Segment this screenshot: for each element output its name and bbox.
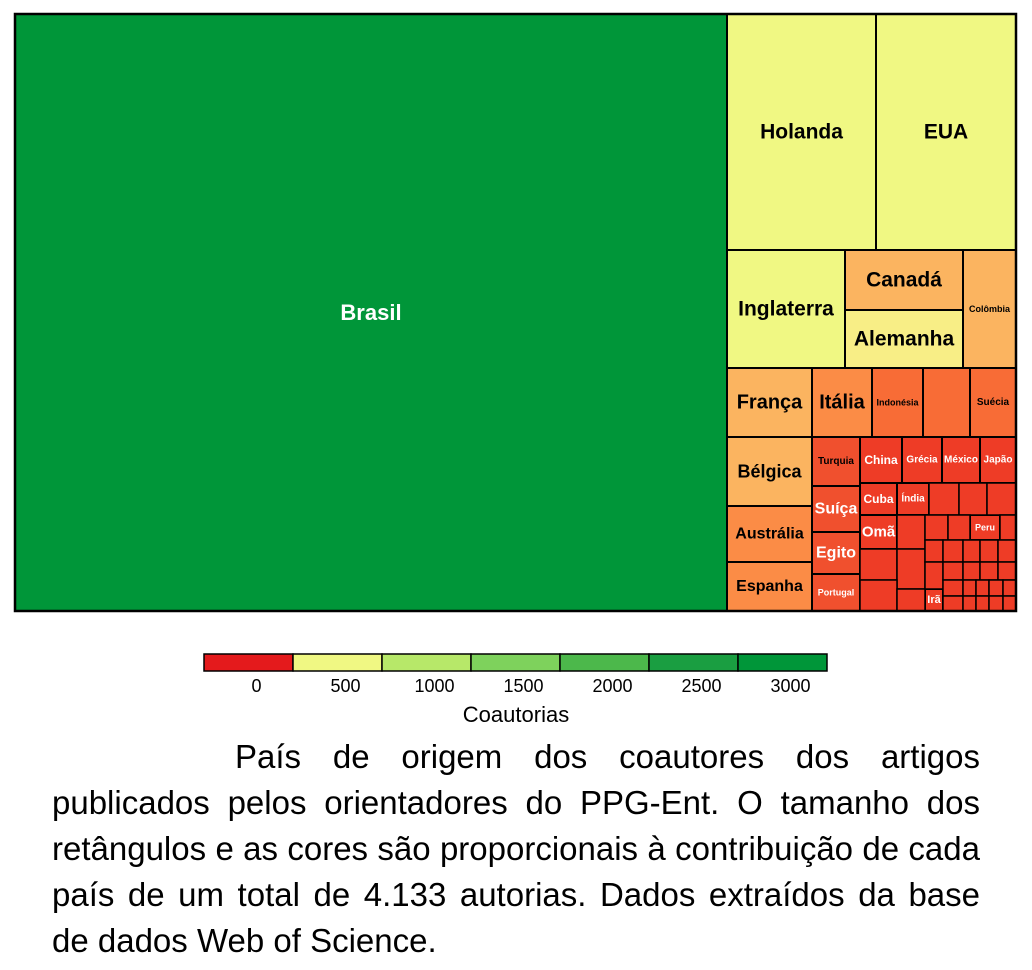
- treemap-cell-small-21: [942, 579, 964, 597]
- treemap-cell-unlabeled-10: [922, 367, 971, 438]
- treemap-cell-small-0: [928, 482, 960, 516]
- treemap-cell-small-12: [979, 539, 999, 563]
- treemap-cell-small-6: [999, 514, 1017, 541]
- treemap-label-portugal: Portugal: [818, 588, 855, 598]
- treemap-cell-small-4: [924, 514, 949, 541]
- treemap-cell-small-14: [859, 579, 898, 612]
- treemap-cell-small-22: [962, 579, 977, 597]
- treemap-cell-egito: [811, 531, 861, 575]
- legend-swatch-4: [559, 653, 650, 672]
- treemap-cell-small-18: [962, 561, 981, 581]
- treemap-cell-china: [859, 436, 903, 484]
- treemap-cell-grécia: [901, 436, 943, 484]
- treemap-label-índia: Índia: [901, 492, 925, 505]
- treemap-cell-small-9: [924, 539, 944, 563]
- treemap-cell-small-26: [942, 595, 964, 612]
- treemap: Brasil Holanda EUA Inglaterra Canadá Alemanha…: [13, 12, 1018, 613]
- treemap-label-cuba: Cuba: [864, 492, 894, 506]
- treemap-label-suécia: Suécia: [977, 397, 1010, 408]
- legend-swatch-6: [737, 653, 828, 672]
- treemap-cell-small-11: [962, 539, 981, 563]
- treemap-cell-frança: [726, 367, 813, 438]
- treemap-cell-espanha: [726, 561, 813, 612]
- legend-tick-0: 0: [251, 676, 261, 696]
- treemap-cell-small-27: [962, 595, 977, 612]
- treemap-cell-small-3: [896, 514, 926, 550]
- legend-swatch-5: [648, 653, 739, 672]
- treemap-label-austrália: Austrália: [735, 526, 804, 543]
- treemap-cell-small-16: [924, 561, 944, 590]
- legend-title: Coautorias: [462, 702, 570, 727]
- caption-text: País de origem dos coautores dos artigos…: [52, 738, 980, 959]
- treemap-label-turquia: Turquia: [818, 456, 854, 467]
- treemap-label-brasil: Brasil: [340, 300, 401, 325]
- treemap-cell-small-24: [988, 579, 1004, 597]
- treemap-cell-suíça: [811, 485, 861, 533]
- treemap-cell-small-29: [988, 595, 1004, 612]
- treemap-cell-small-15: [896, 588, 926, 612]
- treemap-cell-small-25: [1002, 579, 1017, 597]
- treemap-cell-small-28: [975, 595, 990, 612]
- treemap-cell-small-1: [958, 482, 988, 516]
- treemap-cell-small-5: [947, 514, 971, 541]
- color-legend: 0 500 1000 1500 2000 2500 3000: [203, 653, 828, 696]
- treemap-cell-alemanha: [844, 309, 964, 369]
- treemap-cell-brasil: [14, 13, 728, 612]
- treemap-label-china: China: [864, 453, 898, 467]
- treemap-cell-cuba: [859, 482, 898, 516]
- treemap-cell-small-13: [997, 539, 1017, 563]
- legend-tick-3000: 3000: [770, 676, 810, 696]
- treemap-label-indonésia: Indonésia: [876, 398, 919, 408]
- treemap-label-egito: Egito: [816, 545, 856, 562]
- treemap-label-colômbia: Colômbia: [969, 304, 1011, 314]
- treemap-frame: [13, 12, 1018, 613]
- treemap-label-alemanha: Alemanha: [854, 328, 955, 351]
- treemap-cell-small-23: [975, 579, 990, 597]
- treemap-cell-small-30: [1002, 595, 1017, 612]
- treemap-label-eua: EUA: [924, 121, 968, 144]
- treemap-cell-small-19: [979, 561, 999, 581]
- treemap-label-suíça: Suíça: [815, 501, 858, 518]
- treemap-cell-small-10: [942, 539, 964, 563]
- treemap-label-frança: França: [737, 392, 803, 414]
- legend-tick-2000: 2000: [592, 676, 632, 696]
- treemap-label-irã: Irã: [927, 594, 941, 606]
- treemap-cell-small-20: [997, 561, 1017, 581]
- treemap-label-espanha: Espanha: [736, 578, 803, 595]
- treemap-cell-bélgica: [726, 436, 813, 507]
- legend-swatch-3: [470, 653, 561, 672]
- treemap-label-bélgica: Bélgica: [737, 462, 802, 482]
- legend-tick-2500: 2500: [681, 676, 721, 696]
- treemap-label-itália: Itália: [819, 392, 865, 414]
- legend-swatch-2: [381, 653, 472, 672]
- treemap-label-méxico: México: [944, 455, 978, 466]
- treemap-cell-indonésia: [871, 367, 924, 438]
- treemap-label-canadá: Canadá: [866, 269, 942, 292]
- legend-tick-500: 500: [330, 676, 360, 696]
- legend-tick-1500: 1500: [503, 676, 543, 696]
- treemap-cell-small-7: [859, 548, 898, 581]
- treemap-cell-holanda: [726, 13, 877, 251]
- figure-caption: País de origem dos coautores dos artigos…: [52, 734, 980, 964]
- treemap-label-japão: Japão: [984, 455, 1013, 466]
- treemap-label-peru: Peru: [975, 523, 995, 533]
- treemap-cell-small-2: [986, 482, 1017, 516]
- treemap-cell-small-8: [896, 548, 926, 590]
- legend-tick-1000: 1000: [414, 676, 454, 696]
- legend-swatch-0: [203, 653, 294, 672]
- treemap-label-holanda: Holanda: [760, 121, 843, 144]
- treemap-label-grécia: Grécia: [906, 455, 938, 466]
- treemap-label-omã: Omã: [862, 524, 896, 541]
- legend-swatch-1: [292, 653, 383, 672]
- treemap-cell-small-17: [942, 561, 964, 581]
- treemap-label-inglaterra: Inglaterra: [738, 298, 834, 321]
